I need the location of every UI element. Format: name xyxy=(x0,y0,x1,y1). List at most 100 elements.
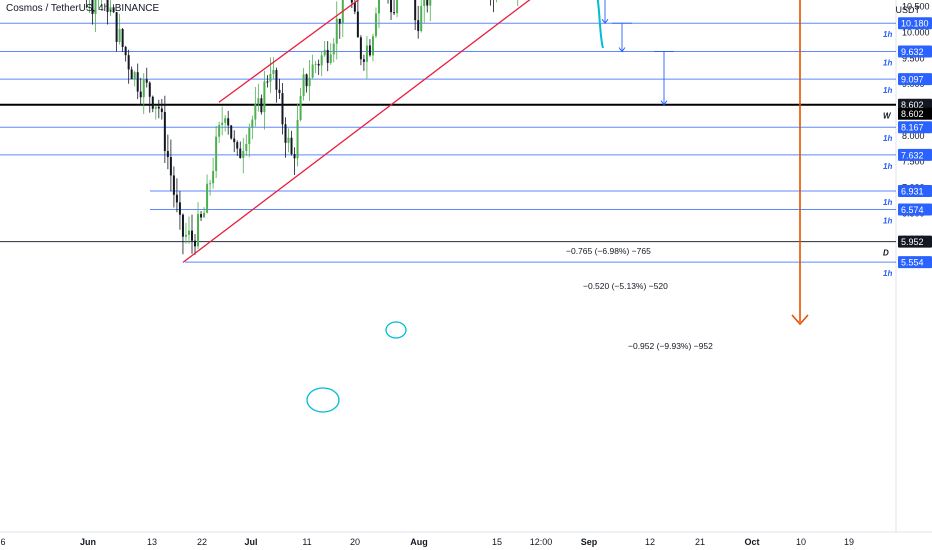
candle-body xyxy=(142,79,145,98)
candle-body xyxy=(121,29,124,47)
candle-body xyxy=(260,98,263,113)
price-measures: −0.765 (−6.98%) −765 −0.520 (−5.13%) −520… xyxy=(566,0,713,351)
candle-body xyxy=(200,214,203,218)
level-timeframe-tag: W xyxy=(883,112,892,121)
currency-label: USDT xyxy=(895,5,921,15)
time-tick-label: 13 xyxy=(147,537,157,547)
candle-body xyxy=(124,46,127,56)
candle-body xyxy=(272,70,275,74)
candle-body xyxy=(239,148,242,159)
candle-body xyxy=(356,11,359,38)
candle-body xyxy=(215,136,218,171)
measure-label: −0.765 (−6.98%) −765 xyxy=(566,246,651,256)
level-price-label: 7.632 xyxy=(901,150,924,160)
candle-body xyxy=(136,72,139,92)
level-price-badge xyxy=(898,73,932,86)
candle-body xyxy=(245,144,248,152)
candle-body xyxy=(414,0,417,21)
time-tick-label: 20 xyxy=(350,537,360,547)
candle-body xyxy=(371,36,374,56)
candle-body xyxy=(420,5,423,31)
measure-arrowhead xyxy=(618,47,626,53)
measure-label: −0.520 (−5.13%) −520 xyxy=(583,281,668,291)
candle-body xyxy=(263,81,266,113)
level-price-badge xyxy=(898,185,932,198)
candle-body xyxy=(230,125,233,139)
channel-upper-line xyxy=(218,0,360,103)
candle-body xyxy=(191,230,193,241)
weekly-price-label: 8.602 xyxy=(901,109,924,119)
price-tick-label: 9.500 xyxy=(902,53,925,63)
level-timeframe-tag: D xyxy=(883,249,889,258)
candle-body xyxy=(266,81,269,83)
level-price-label: 10.180 xyxy=(901,19,929,29)
candle-body xyxy=(299,95,302,120)
time-tick-label: Aug xyxy=(410,537,428,547)
time-tick-label: 6 xyxy=(0,537,5,547)
level-timeframe-tag: 1h xyxy=(883,162,892,171)
candle-body xyxy=(172,175,175,195)
time-tick-label: 10 xyxy=(796,537,806,547)
candle-body xyxy=(133,72,136,80)
candle-body xyxy=(181,214,184,237)
candle-body xyxy=(368,45,371,56)
candle-body xyxy=(184,234,187,237)
candle-body xyxy=(145,79,148,83)
price-tick-label: 8.000 xyxy=(902,131,925,141)
level-price-badge xyxy=(898,17,932,30)
candle-body xyxy=(417,20,420,31)
candle-body xyxy=(426,0,429,6)
candle-body xyxy=(109,7,112,12)
candle-body xyxy=(338,18,341,24)
candle-body xyxy=(197,214,200,247)
level-price-badge xyxy=(898,148,932,161)
candle-body xyxy=(148,82,151,97)
channel-lower-line xyxy=(182,0,531,263)
candle-body xyxy=(377,0,380,14)
candle-body xyxy=(115,12,118,42)
candle-body xyxy=(329,54,332,63)
candle-body xyxy=(178,202,181,215)
candle-body xyxy=(127,55,130,70)
candle-body xyxy=(396,0,399,14)
level-price-label: 5.952 xyxy=(901,237,924,247)
candle-body xyxy=(335,18,338,44)
price-tick-label: 7.500 xyxy=(902,157,925,167)
level-timeframe-tag: 1h xyxy=(883,59,892,68)
candle-body xyxy=(163,111,166,152)
candle-body xyxy=(154,106,157,109)
candle-body xyxy=(160,108,163,112)
candle-body xyxy=(320,55,323,66)
candle-body xyxy=(323,49,326,56)
big-down-arrowhead xyxy=(791,314,809,326)
level-timeframe-tag: 1h xyxy=(883,134,892,143)
candle-body xyxy=(206,183,209,213)
candle-body xyxy=(236,142,239,149)
level-timeframe-tag: 1h xyxy=(883,198,892,207)
measure-arrowhead xyxy=(601,18,609,25)
candles xyxy=(86,0,519,255)
candle-body xyxy=(302,74,305,96)
price-tick-label: 10.500 xyxy=(902,2,930,12)
candle-body xyxy=(227,118,230,126)
candle-body xyxy=(296,119,299,159)
candle-body xyxy=(326,49,329,63)
candle-body xyxy=(359,37,362,60)
touch-circle xyxy=(306,387,340,413)
level-price-label: 8.602 xyxy=(901,100,924,110)
candle-body xyxy=(332,43,335,55)
candle-body xyxy=(390,0,393,13)
candle-body xyxy=(91,0,94,15)
candle-body xyxy=(254,104,257,120)
level-price-label: 9.632 xyxy=(901,47,924,57)
touch-circle xyxy=(385,321,407,339)
measure-label: −0.952 (−9.93%) −952 xyxy=(628,341,713,351)
symbol-title: Cosmos / TetherUS, 4h, BINANCE xyxy=(6,3,160,14)
candle-body xyxy=(290,137,293,155)
time-tick-label: Sep xyxy=(581,537,598,547)
candle-body xyxy=(393,12,396,14)
candle-body xyxy=(293,154,296,159)
candle-body xyxy=(278,89,281,94)
candle-body xyxy=(194,240,197,247)
